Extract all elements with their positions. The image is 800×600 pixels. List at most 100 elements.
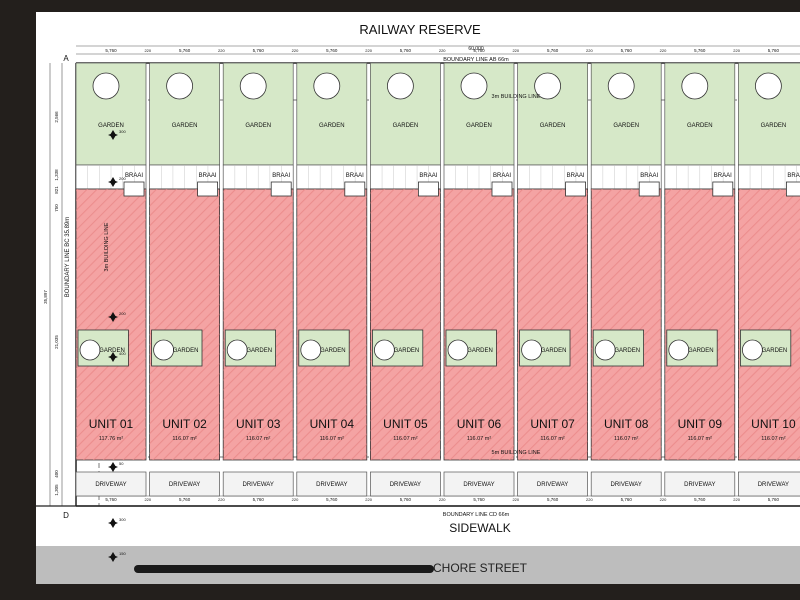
marker-value: 300 [119,517,126,522]
plot-width-dim: 5,760 [253,497,265,502]
survey-marker-icon: 300 [108,517,126,528]
courtyard-label: GARDEN [541,348,567,354]
plot-width-dim: 5,760 [473,48,485,53]
driveway-area [664,471,736,497]
unit-plot[interactable] [296,62,368,497]
left-dim-3: 821 [54,186,59,194]
driveway-label: DRIVEWAY [758,482,789,488]
courtyard-label: GARDEN [173,348,199,354]
unit-area: 117.76 m² [99,436,124,442]
braai-label: BRAAI [787,173,800,179]
survey-marker-icon: 200 [108,311,126,322]
plot-width-dim: 5,760 [400,48,412,53]
unit-plot[interactable] [75,62,147,497]
braai-label: BRAAI [346,173,364,179]
gap-dim: 220 [144,48,151,53]
gap-dim: 220 [586,48,593,53]
courtyard-label: GARDEN [614,348,640,354]
home-indicator-bar[interactable] [134,565,434,573]
unit-plot[interactable] [222,62,294,497]
plot-width-dim: 5,760 [105,497,117,502]
site-plan-drawing[interactable]: RAILWAY RESERVE 60,000 BOUNDARY LINE AB … [36,12,800,584]
gap-dim: 220 [660,48,667,53]
unit-name: UNIT 07 [530,417,575,431]
gap-dim: 220 [512,48,519,53]
garden-label: GARDEN [540,123,566,129]
survey-marker-icon: 200 [108,176,126,187]
garden-label: GARDEN [98,123,124,129]
marker-value: 300 [119,129,126,134]
plot-width-dim: 5,760 [473,497,485,502]
tree-icon [386,72,414,100]
unit-plot[interactable] [590,62,662,497]
garden-label: GARDEN [172,123,198,129]
braai-label: BRAAI [199,173,217,179]
unit-plot[interactable] [369,62,441,497]
tree-icon [166,72,194,100]
unit-plot[interactable] [517,62,589,497]
boundary-left-label: BOUNDARY LINE BC 35.89m [65,217,71,297]
gap-dim: 220 [218,497,225,502]
plot-width-dim: 5,760 [694,497,706,502]
front-building-line-label: 5m BUILDING LINE [492,450,541,456]
driveway-label: DRIVEWAY [243,482,274,488]
gap-dim: 220 [586,497,593,502]
unit-area: 116.07 m² [320,436,345,442]
left-dim-6: 21,035 [54,335,59,349]
unit-area: 116.07 m² [246,436,271,442]
tree-icon [300,339,322,361]
gap-dim: 220 [660,497,667,502]
gap-dim: 220 [512,497,519,502]
unit-name: UNIT 02 [162,417,207,431]
tree-icon [226,339,248,361]
overall-dimension: 60,000 [468,46,484,52]
site-plan-sheet[interactable]: RAILWAY RESERVE 60,000 BOUNDARY LINE AB … [36,12,800,584]
braai-label: BRAAI [567,173,585,179]
plot-width-dim: 5,760 [326,48,338,53]
gap-dim: 220 [439,48,446,53]
plot-width-dim: 5,760 [621,497,633,502]
braai-label: BRAAI [419,173,437,179]
driveway-area [296,471,368,497]
left-dim-5: 35,897 [43,290,48,304]
tree-icon [742,339,763,361]
tree-icon [594,339,616,361]
gap-dim: 220 [218,48,225,53]
unit-area: 116.07 m² [393,436,418,442]
gap-dim: 220 [292,48,299,53]
unit-name: UNIT 04 [310,417,355,431]
courtyard-label: GARDEN [762,348,788,354]
unit-area: 116.07 m² [467,436,492,442]
courtyard-label: GARDEN [467,348,493,354]
unit-plot[interactable] [738,62,800,497]
tree-icon [153,339,174,361]
driveway-label: DRIVEWAY [95,482,126,488]
corner-a-label: A [63,54,69,63]
tree-icon [534,72,562,100]
boundary-bottom-label: BOUNDARY LINE CD 66m [443,512,510,518]
unit-name: UNIT 05 [383,417,428,431]
driveway-label: DRIVEWAY [611,482,642,488]
tree-icon [92,72,120,100]
unit-area: 116.07 m² [172,436,197,442]
plot-width-dim: 5,760 [179,48,191,53]
garden-label: GARDEN [613,123,639,129]
gap-dim: 220 [144,497,151,502]
unit-plot[interactable] [664,62,736,497]
courtyard-label: GARDEN [99,348,125,354]
left-dim-7: 400 [54,470,59,478]
gap-dim: 220 [365,497,372,502]
unit-name: UNIT 03 [236,417,281,431]
driveway-area [590,471,662,497]
garden-label: GARDEN [393,123,419,129]
plot-width-dim: 5,760 [621,48,633,53]
unit-plot[interactable] [443,62,515,497]
unit-plot[interactable] [149,62,220,497]
courtyard-label: GARDEN [688,348,714,354]
plot-width-dim: 5,760 [253,48,265,53]
survey-marker-icon: 50 [108,461,124,472]
driveway-label: DRIVEWAY [390,482,421,488]
driveway-label: DRIVEWAY [684,482,715,488]
driveway-area [738,471,800,497]
courtyard-label: GARDEN [320,348,346,354]
